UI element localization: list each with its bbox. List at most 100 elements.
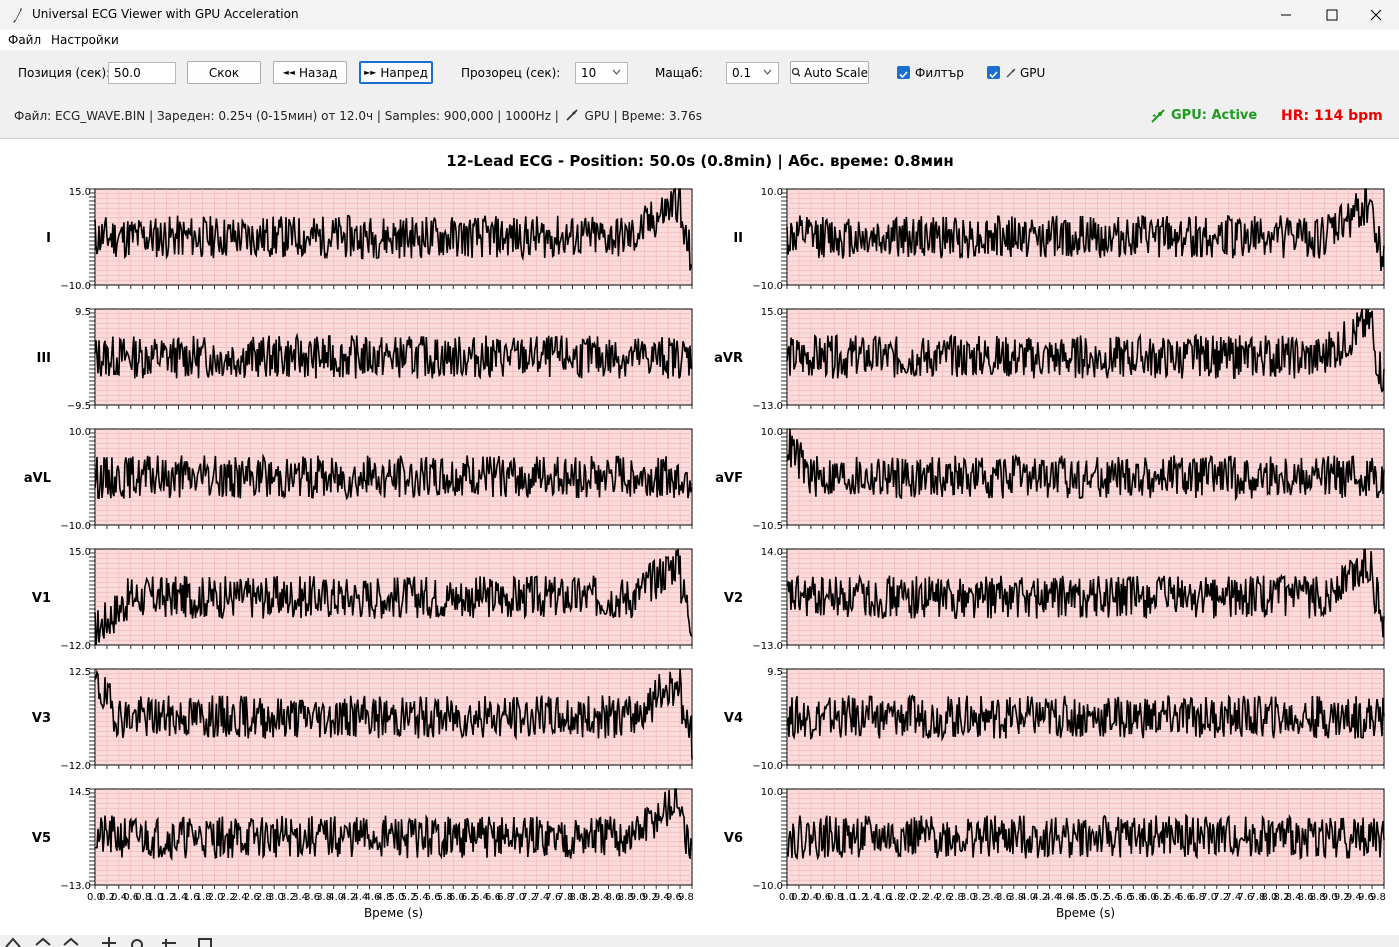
y-tick-label-max: 15.0 xyxy=(69,547,91,558)
x-tick-label: 2.4 xyxy=(924,892,940,903)
x-tick-label: 1.6 xyxy=(184,892,200,903)
pan-icon[interactable] xyxy=(100,937,118,947)
gpu-checkbox[interactable] xyxy=(987,66,1000,79)
y-tick-label-max: 10.0 xyxy=(761,187,783,198)
menu-file[interactable]: Файл xyxy=(8,33,42,47)
x-tick-label: 2.0 xyxy=(208,892,224,903)
x-tick-label: 3.4 xyxy=(984,892,1000,903)
x-tick-label: 7.8 xyxy=(557,892,573,903)
x-tick-label: 1.2 xyxy=(159,892,175,903)
lead-panel-v5: 14.5 −13.0 V5 xyxy=(32,787,693,892)
zoom-icon[interactable] xyxy=(128,937,146,947)
x-tick-label: 4.2 xyxy=(340,892,356,903)
x-tick-label: 4.6 xyxy=(1056,892,1072,903)
x-tick-label: 3.0 xyxy=(960,892,976,903)
x-tick-label: 7.6 xyxy=(545,892,561,903)
title-bar: Universal ECG Viewer with GPU Accelerati… xyxy=(0,0,1399,30)
forward-arrow-icon[interactable] xyxy=(62,937,80,947)
minimize-icon xyxy=(1281,14,1291,16)
y-tick-label-min: −10.0 xyxy=(752,881,783,892)
y-tick-label-max: 14.0 xyxy=(761,547,783,558)
x-tick-label: 6.0 xyxy=(1141,892,1157,903)
auto-scale-button[interactable]: Auto Scale xyxy=(790,61,869,84)
auto-scale-label: Auto Scale xyxy=(804,65,868,80)
close-button[interactable] xyxy=(1353,0,1399,30)
rewind-icon: ◄◄ xyxy=(282,68,295,77)
y-tick-label-min: −13.0 xyxy=(752,401,783,412)
x-tick-label: 5.6 xyxy=(1117,892,1133,903)
window-select[interactable]: 10 xyxy=(575,62,628,84)
ecg-trace-i xyxy=(94,187,693,271)
x-tick-label: 7.8 xyxy=(1249,892,1265,903)
x-tick-label: 2.8 xyxy=(948,892,964,903)
window-label: Прозорец (сек): xyxy=(461,66,561,80)
x-tick-label: 9.4 xyxy=(654,892,670,903)
heart-rate-display: HR: 114 bpm xyxy=(1281,108,1383,124)
gpu-label: GPU xyxy=(1020,66,1046,80)
x-tick-label: 0.4 xyxy=(111,892,127,903)
lead-label: III xyxy=(36,351,51,366)
lead-label: V3 xyxy=(32,711,51,726)
x-tick-label: 9.4 xyxy=(1346,892,1362,903)
y-tick-label-max: 15.0 xyxy=(69,187,91,198)
x-tick-label: 4.4 xyxy=(352,892,368,903)
x-tick-label: 3.8 xyxy=(316,892,332,903)
y-tick-label-max: 9.5 xyxy=(75,307,91,318)
lead-panel-v2: 14.0 −13.0 V2 xyxy=(724,547,1385,652)
scale-select-value: 0.1 xyxy=(732,66,752,80)
x-tick-label: 8.6 xyxy=(1298,892,1314,903)
x-tick-label: 0.2 xyxy=(791,892,807,903)
ecg-trace-v6 xyxy=(786,813,1385,861)
scale-select[interactable]: 0.1 xyxy=(726,62,779,84)
lead-label: V1 xyxy=(32,591,51,606)
position-input[interactable]: 50.0 xyxy=(108,62,176,84)
x-tick-label: 3.2 xyxy=(972,892,988,903)
x-tick-label: 9.6 xyxy=(1358,892,1374,903)
x-tick-label: 2.2 xyxy=(912,892,928,903)
lead-label: V5 xyxy=(32,831,51,846)
x-tick-label: 4.2 xyxy=(1032,892,1048,903)
x-tick-label: 7.4 xyxy=(1225,892,1241,903)
position-label: Позиция (сек): xyxy=(18,66,111,80)
home-icon[interactable] xyxy=(4,937,22,947)
x-tick-label: 2.6 xyxy=(244,892,260,903)
lead-label: I xyxy=(46,231,51,246)
x-tick-label: 8.0 xyxy=(1261,892,1277,903)
maximize-button[interactable] xyxy=(1309,0,1355,30)
x-tick-label: 4.0 xyxy=(1020,892,1036,903)
menu-settings[interactable]: Настройки xyxy=(51,33,119,47)
filter-checkbox[interactable] xyxy=(897,66,910,79)
save-icon[interactable] xyxy=(196,937,214,947)
ecg-plot[interactable]: 12-Lead ECG - Position: 50.0s (0.8min) |… xyxy=(0,139,1399,936)
x-axis-label: Време (s) xyxy=(1056,906,1115,920)
y-tick-label-min: −9.5 xyxy=(67,401,91,412)
ecg-trace-iii xyxy=(94,332,693,380)
x-tick-label: 8.4 xyxy=(1286,892,1302,903)
back-arrow-icon[interactable] xyxy=(34,937,52,947)
x-tick-label: 5.2 xyxy=(1093,892,1109,903)
back-button[interactable]: ◄◄ Назад xyxy=(273,61,347,84)
x-tick-label: 0.8 xyxy=(827,892,843,903)
x-tick-label: 5.0 xyxy=(1081,892,1097,903)
x-tick-label: 6.4 xyxy=(1165,892,1181,903)
x-tick-label: 7.2 xyxy=(1213,892,1229,903)
close-icon xyxy=(1370,9,1382,21)
lead-label: aVR xyxy=(714,351,743,366)
configure-icon[interactable] xyxy=(160,937,178,947)
x-tick-label: 8.0 xyxy=(569,892,585,903)
lead-label: aVL xyxy=(24,471,51,486)
jump-button[interactable]: Скок xyxy=(187,61,261,84)
minimize-button[interactable] xyxy=(1263,0,1309,30)
forward-button[interactable]: ►► Напред xyxy=(359,61,433,84)
rocket-icon xyxy=(566,109,578,121)
x-axis-right: 0.00.20.40.60.81.01.21.41.61.82.02.22.42… xyxy=(779,892,1386,920)
x-tick-label: 3.6 xyxy=(996,892,1012,903)
x-tick-label: 0.2 xyxy=(99,892,115,903)
lead-panel-avl: 10.0 −10.0 aVL xyxy=(24,427,693,532)
x-tick-label: 0.6 xyxy=(123,892,139,903)
x-tick-label: 7.2 xyxy=(521,892,537,903)
x-tick-label: 8.8 xyxy=(1310,892,1326,903)
menu-bar: Файл Настройки xyxy=(0,30,1399,50)
x-tick-label: 0.8 xyxy=(135,892,151,903)
x-tick-label: 0.0 xyxy=(779,892,795,903)
